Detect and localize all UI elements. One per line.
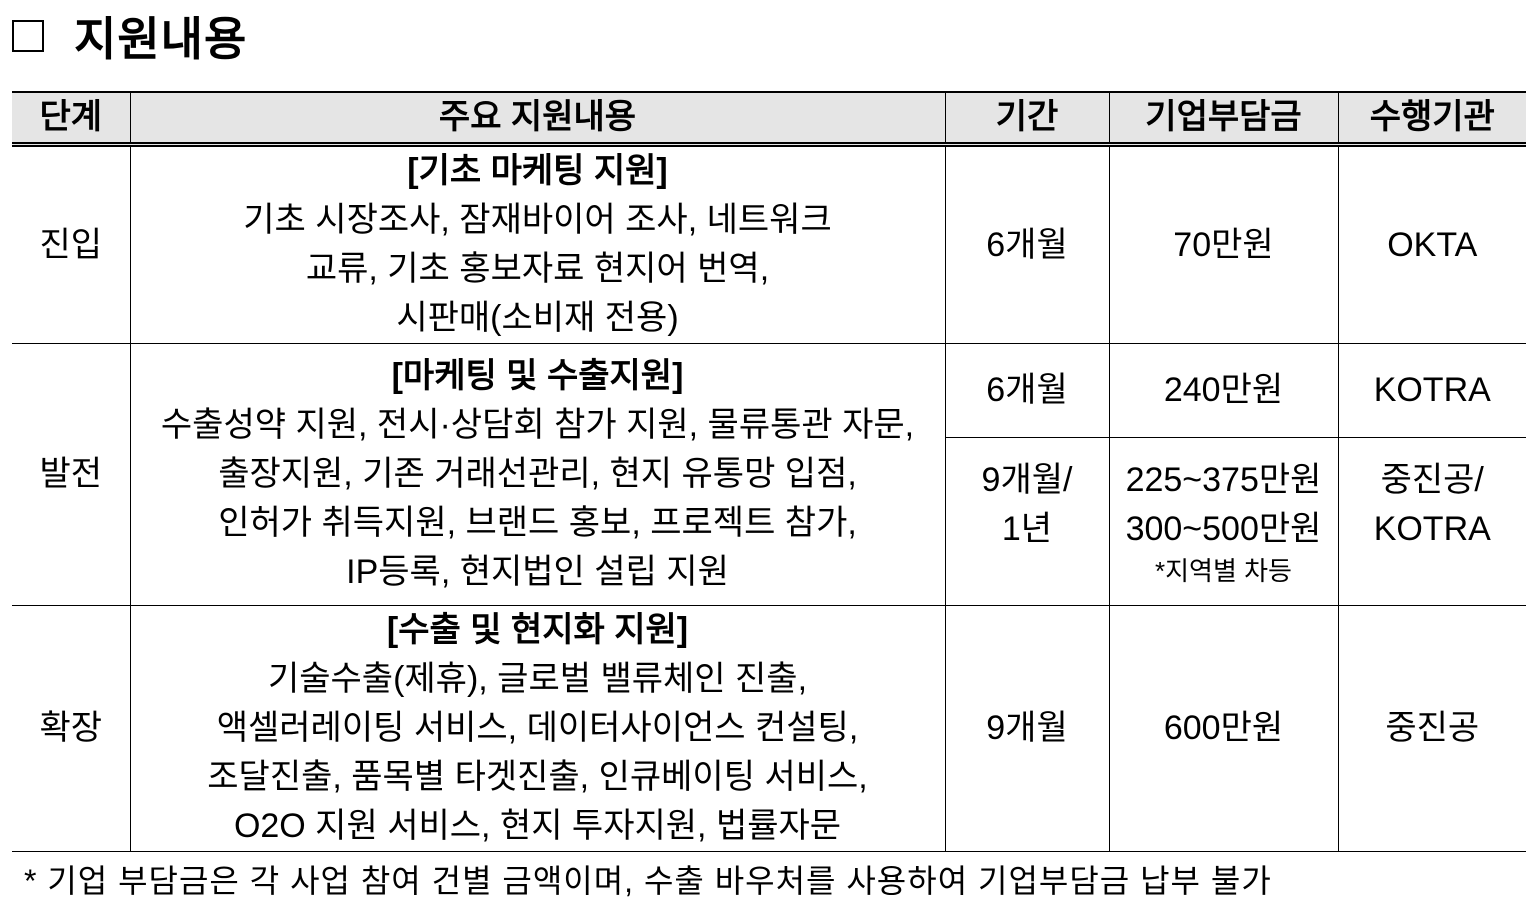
title-text: 지원내용: [74, 13, 248, 65]
content-line: 기초 시장조사, 잠재바이어 조사, 네트워크: [243, 201, 832, 239]
footnote: * 기업 부담금은 각 사업 참여 건별 금액이며, 수출 바우처를 사용하여 …: [24, 863, 1272, 899]
table-row: 확장 [수출 및 현지화 지원] 기술수출(제휴), 글로벌 밸류체인 진출, …: [12, 605, 1526, 852]
period-line: 1년: [1001, 509, 1053, 548]
agency-cell: 중진공: [1337, 605, 1526, 852]
support-table: 단계 주요 지원내용 기간 기업부담금 수행기관 진입 [기초 마케팅 지원] …: [12, 91, 1526, 852]
cost-cell: 70만원: [1108, 144, 1339, 344]
stage-cell: 발전: [12, 343, 131, 606]
content-cell: [수출 및 현지화 지원] 기술수출(제휴), 글로벌 밸류체인 진출, 액셀러…: [129, 605, 946, 852]
header-stage: 단계: [12, 91, 131, 147]
header-row: 단계 주요 지원내용 기간 기업부담금 수행기관: [12, 91, 1526, 147]
cost-line: 300~500만원: [1125, 509, 1322, 548]
table-row: 발전 [마케팅 및 수출지원] 수출성약 지원, 전시·상담회 참가 지원, 물…: [12, 343, 1526, 606]
header-agency: 수행기관: [1337, 91, 1526, 147]
cost-cell: 600만원: [1108, 605, 1339, 852]
header-period: 기간: [944, 91, 1110, 147]
period-line: 9개월/: [981, 460, 1073, 499]
content-line: 기술수출(제휴), 글로벌 밸류체인 진출,: [267, 660, 808, 698]
period-cell: 9개월: [944, 605, 1110, 852]
cost-cell: 225~375만원 300~500만원 *지역별 차등: [1108, 437, 1339, 606]
agency-line: 중진공/: [1380, 460, 1484, 499]
agency-cell: 중진공/ KOTRA: [1337, 437, 1526, 606]
content-line: IP등록, 현지법인 설립 지원: [346, 553, 729, 591]
section-title: 지원내용: [12, 8, 247, 65]
content-heading: [수출 및 현지화 지원]: [386, 611, 689, 649]
cost-note: *지역별 차등: [1155, 555, 1292, 586]
agency-line: KOTRA: [1373, 509, 1491, 548]
stage-cell: 확장: [12, 605, 131, 852]
content-line: 교류, 기초 홍보자료 현지어 번역,: [305, 250, 770, 288]
stage-cell: 진입: [12, 144, 131, 344]
header-content: 주요 지원내용: [129, 91, 946, 147]
period-cell: 6개월: [944, 144, 1110, 344]
period-cell: 9개월/ 1년: [945, 437, 1110, 606]
content-line: 액셀러레이팅 서비스, 데이터사이언스 컨설팅,: [216, 709, 859, 747]
content-cell: [마케팅 및 수출지원] 수출성약 지원, 전시·상담회 참가 지원, 물류통관…: [129, 343, 946, 606]
agency-cell: KOTRA: [1337, 343, 1526, 438]
checkbox-square-icon: [12, 20, 44, 52]
content-line: 출장지원, 기존 거래선관리, 현지 유통망 입점,: [218, 455, 857, 493]
content-line: 수출성약 지원, 전시·상담회 참가 지원, 물류통관 자문,: [160, 406, 915, 444]
table-subrow: 9개월/ 1년 225~375만원 300~500만원 *지역별 차등 중진공/…: [12, 437, 1526, 606]
content-line: 시판매(소비재 전용): [396, 299, 679, 337]
table-row: 진입 [기초 마케팅 지원] 기초 시장조사, 잠재바이어 조사, 네트워크 교…: [12, 144, 1526, 344]
period-cell: 6개월: [944, 343, 1110, 438]
content-cell: [기초 마케팅 지원] 기초 시장조사, 잠재바이어 조사, 네트워크 교류, …: [129, 144, 946, 344]
content-heading: [기초 마케팅 지원]: [407, 152, 668, 190]
header-cost: 기업부담금: [1108, 91, 1339, 147]
content-line: O2O 지원 서비스, 현지 투자지원, 법률자문: [233, 807, 842, 845]
agency-cell: OKTA: [1337, 144, 1526, 344]
content-line: 인허가 취득지원, 브랜드 홍보, 프로젝트 참가,: [218, 504, 857, 542]
content-heading: [마케팅 및 수출지원]: [391, 357, 684, 395]
cost-cell: 240만원: [1108, 343, 1339, 438]
content-line: 조달진출, 품목별 타겟진출, 인큐베이팅 서비스,: [207, 758, 868, 796]
cost-line: 225~375만원: [1125, 460, 1322, 499]
